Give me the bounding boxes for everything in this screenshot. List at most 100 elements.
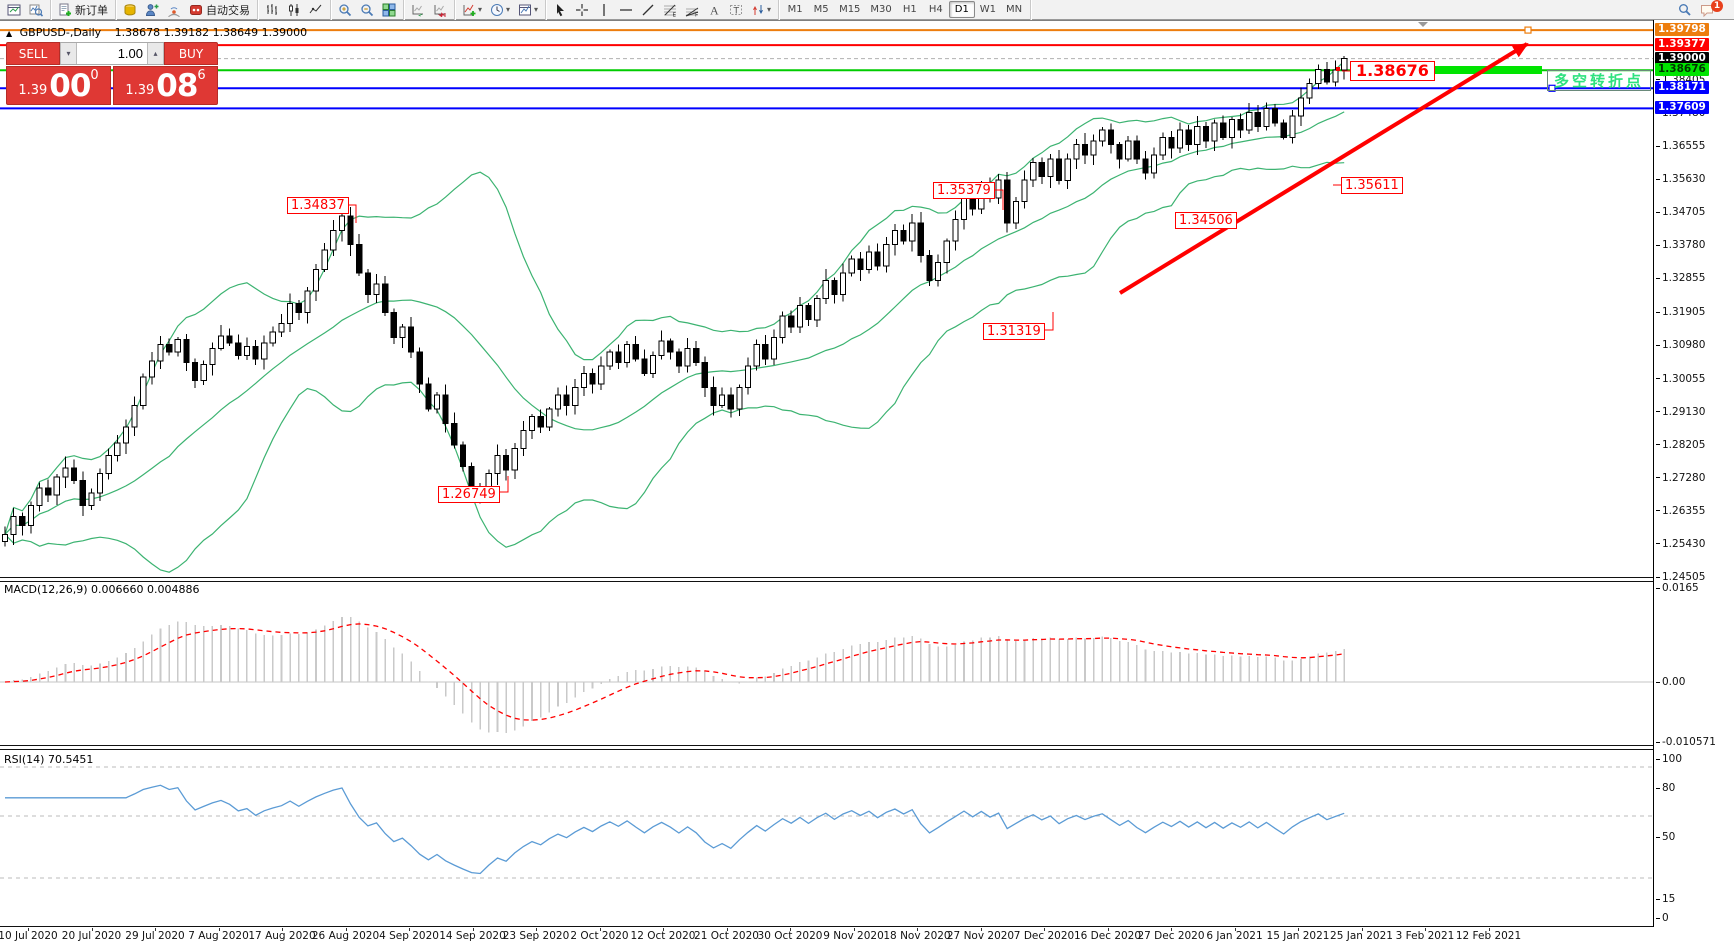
horizontal-line-icon[interactable] xyxy=(615,1,637,19)
vertical-line-icon[interactable] xyxy=(593,1,615,19)
rsi-separator[interactable] xyxy=(0,745,1653,750)
bar-chart-icon[interactable] xyxy=(261,1,283,19)
timeframe-mn[interactable]: MN xyxy=(1006,4,1023,15)
fibonacci-icon[interactable]: E xyxy=(659,1,681,19)
timeframe-h4[interactable]: H4 xyxy=(928,4,943,15)
search-icon[interactable] xyxy=(1674,1,1696,19)
tick-chart-icon[interactable] xyxy=(25,1,47,19)
toolbar-group xyxy=(0,0,51,20)
price-axis-tick: 1.30055 xyxy=(1656,373,1705,385)
price-level-label[interactable]: 1.37609 xyxy=(1655,101,1709,115)
price-axis-tick: 1.34705 xyxy=(1656,206,1705,218)
date-axis[interactable]: 10 Jul 2020 20 Jul 2020 29 Jul 2020 7 Aug 2… xyxy=(0,928,1653,943)
rsi-axis-tick: 100 xyxy=(1656,753,1682,765)
price-axis-tick: 1.25430 xyxy=(1656,538,1705,550)
volume-increase-button[interactable]: ▴ xyxy=(147,43,164,64)
dropdown-caret-icon[interactable]: ▾ xyxy=(478,5,483,14)
cursor-icon[interactable] xyxy=(549,1,571,19)
line-chart-icon[interactable] xyxy=(305,1,327,19)
candle-chart-icon[interactable] xyxy=(283,1,305,19)
sell-price-prefix: 1.39 xyxy=(18,83,48,98)
crosshair-icon[interactable] xyxy=(571,1,593,19)
expand-triangle-icon[interactable]: ▲ xyxy=(6,29,13,38)
date-axis-label: 2 Oct 2020 xyxy=(570,930,629,942)
rsi-label: RSI(14) 70.5451 xyxy=(4,753,94,766)
toolbar: 新订单 自动交易 ▾ ▾ ▾ E F A T ▾ M1 M5 M15 M30 H1 H4 D1 W1 MN 1 xyxy=(0,0,1734,20)
date-axis-label: 10 Jul 2020 xyxy=(0,930,58,942)
dropdown-caret-icon[interactable]: ▾ xyxy=(506,5,511,14)
timeframe-m15[interactable]: M15 xyxy=(839,4,861,15)
price-level-label[interactable]: 1.38171 xyxy=(1655,81,1709,95)
tile-windows-icon[interactable] xyxy=(378,1,400,19)
rsi-axis-tick: 50 xyxy=(1656,831,1675,843)
buy-price[interactable]: 1.39 08 6 xyxy=(113,66,218,105)
sell-price[interactable]: 1.39 00 0 xyxy=(6,66,111,105)
price-level-label[interactable]: 1.38676 xyxy=(1655,63,1709,77)
price-annotation[interactable]: 1.38676 xyxy=(1350,61,1435,81)
timeframe-h1[interactable]: H1 xyxy=(902,4,917,15)
dropdown-caret-icon[interactable]: ▾ xyxy=(534,5,539,14)
date-axis-tick xyxy=(853,928,855,931)
macd-axis-tick: 0.00 xyxy=(1656,676,1685,688)
trend-line-icon[interactable] xyxy=(637,1,659,19)
chart-window-icon[interactable] xyxy=(3,1,25,19)
toolbar-group: ▾ ▾ ▾ xyxy=(455,0,547,20)
date-axis-tick xyxy=(1107,928,1109,931)
timeframe-d1[interactable]: D1 xyxy=(948,1,975,18)
volume-decrease-button[interactable]: ▾ xyxy=(60,43,77,64)
new-order-icon[interactable]: 新订单 xyxy=(54,1,112,19)
templates-icon[interactable]: ▾ xyxy=(514,1,542,19)
price-annotation[interactable]: 1.34506 xyxy=(1175,212,1237,229)
rsi-pane[interactable] xyxy=(0,750,1653,926)
buy-price-main: 08 xyxy=(156,68,198,104)
sell-button[interactable]: SELL xyxy=(6,42,60,65)
text-label-icon[interactable]: T xyxy=(725,1,747,19)
date-axis-tick xyxy=(917,928,918,931)
chart-shift-icon[interactable] xyxy=(429,1,451,19)
price-level-label[interactable]: 1.39000 xyxy=(1655,51,1709,65)
sell-price-pip: 0 xyxy=(90,68,99,83)
autotrading-icon[interactable]: 自动交易 xyxy=(185,1,254,19)
price-axis[interactable]: 1.384051.374801.365551.356301.347051.337… xyxy=(1654,20,1734,943)
date-axis-tick xyxy=(472,928,474,931)
timeframe-m1[interactable]: M1 xyxy=(787,4,803,15)
shapes-icon[interactable]: ▾ xyxy=(747,1,775,19)
timeframe-m30[interactable]: M30 xyxy=(870,4,892,15)
experts-icon[interactable] xyxy=(141,1,163,19)
periods-icon[interactable]: ▾ xyxy=(486,1,514,19)
buy-button[interactable]: BUY xyxy=(164,42,218,65)
auto-scroll-icon[interactable] xyxy=(407,1,429,19)
timeframe-m5[interactable]: M5 xyxy=(813,4,829,15)
zoom-out-icon[interactable] xyxy=(356,1,378,19)
svg-text:E: E xyxy=(673,12,677,17)
signals-icon[interactable] xyxy=(163,1,185,19)
date-axis-tick xyxy=(218,928,220,931)
text-icon[interactable]: A xyxy=(703,1,725,19)
date-axis-label: 12 Feb 2021 xyxy=(1455,930,1522,942)
price-axis-tick: 1.36555 xyxy=(1656,140,1705,152)
price-chart[interactable] xyxy=(0,21,1653,577)
price-annotation[interactable]: 1.35379 xyxy=(933,182,995,199)
volume-input[interactable] xyxy=(77,43,147,64)
one-click-trade-panel: SELL ▾ ▴ BUY 1.39 00 0 1.39 08 6 xyxy=(6,42,218,105)
macd-separator[interactable] xyxy=(0,577,1653,582)
price-annotation[interactable]: 1.35611 xyxy=(1341,177,1403,194)
svg-text:F: F xyxy=(695,12,698,17)
zoom-in-icon[interactable] xyxy=(334,1,356,19)
macd-pane[interactable] xyxy=(0,582,1653,745)
price-level-label[interactable]: 1.39798 xyxy=(1655,23,1709,37)
price-annotation[interactable]: 1.31319 xyxy=(983,323,1045,340)
metaeditor-icon[interactable] xyxy=(119,1,141,19)
dropdown-caret-icon[interactable]: ▾ xyxy=(767,5,772,14)
indicators-icon[interactable]: ▾ xyxy=(458,1,486,19)
price-annotation[interactable]: 1.34837 xyxy=(287,197,349,214)
bull-bear-turning-point-note[interactable]: 多空转折点 xyxy=(1547,70,1651,91)
chart-symbol: GBPUSD-,Daily xyxy=(19,26,102,39)
date-axis-tick xyxy=(1488,928,1490,931)
timeframe-w1[interactable]: W1 xyxy=(979,4,997,15)
fibonacci-fan-icon[interactable]: F xyxy=(681,1,703,19)
price-level-label[interactable]: 1.39377 xyxy=(1655,38,1709,52)
price-annotation[interactable]: 1.26749 xyxy=(438,486,500,503)
price-axis-tick: 1.30980 xyxy=(1656,339,1705,351)
